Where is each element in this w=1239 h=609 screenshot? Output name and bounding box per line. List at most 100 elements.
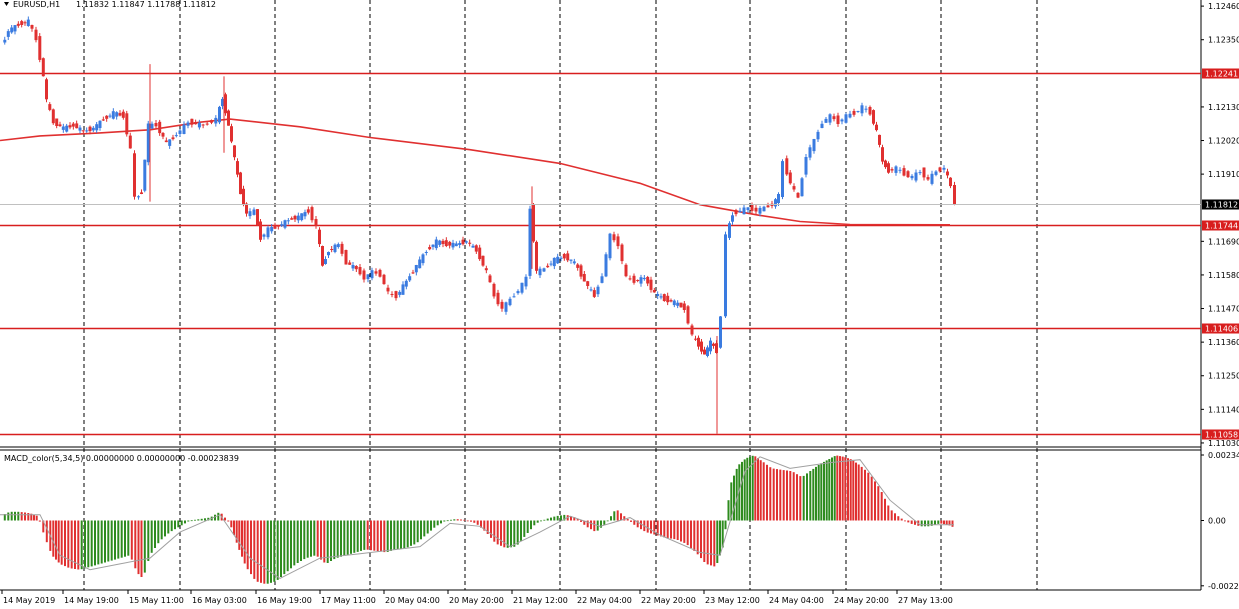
histogram-bar	[924, 520, 926, 527]
histogram-bar	[67, 520, 70, 568]
candle-body	[800, 178, 804, 197]
histogram-bar	[94, 520, 96, 566]
histogram-bar	[137, 520, 140, 575]
candle-body	[600, 276, 604, 283]
time-tick-label: 20 May 20:00	[449, 596, 504, 605]
candle-body	[248, 211, 252, 217]
histogram-bar	[104, 520, 106, 563]
chevron-down-icon[interactable]	[4, 2, 9, 6]
histogram-bar	[663, 520, 666, 538]
histogram-bar	[943, 520, 945, 525]
time-tick-label: 17 May 11:00	[321, 596, 376, 605]
candle-body	[488, 275, 492, 283]
histogram-bar	[353, 520, 356, 553]
histogram-bar	[403, 520, 406, 549]
histogram-bar	[423, 520, 426, 537]
candle-body	[746, 207, 750, 210]
histogram-bar	[296, 520, 299, 563]
candle-body	[38, 36, 42, 60]
candle-body	[190, 118, 194, 125]
candle-body	[694, 338, 697, 340]
histogram-bar	[857, 464, 860, 521]
candle-body	[418, 259, 422, 269]
histogram-bar	[306, 520, 309, 558]
histogram-bar	[77, 520, 80, 570]
candle-body	[428, 247, 432, 250]
histogram-bar	[815, 466, 817, 521]
macd-signal-line	[0, 456, 954, 579]
candle-body	[785, 158, 789, 175]
price-tick-label: 1.11580	[1208, 271, 1239, 280]
histogram-bar	[640, 520, 642, 530]
histogram-bar	[143, 520, 146, 573]
histogram-bar	[749, 456, 751, 521]
histogram-bar	[110, 520, 113, 561]
price-tick-label: 1.12460	[1208, 2, 1239, 11]
candle-body	[946, 171, 949, 176]
histogram-bar	[660, 520, 662, 537]
candle-body	[804, 157, 808, 175]
histogram-bar	[676, 520, 679, 540]
histogram-bar	[440, 520, 442, 524]
candle-body	[78, 127, 82, 131]
histogram-bar	[606, 520, 609, 522]
candle-body	[734, 210, 738, 215]
candle-body	[105, 115, 109, 119]
candle-body	[572, 261, 576, 264]
histogram-bar	[503, 520, 506, 548]
candle-body	[227, 110, 230, 126]
candle-body	[210, 120, 213, 123]
histogram-bar	[443, 520, 446, 522]
candle-body	[221, 98, 224, 107]
histogram-bar	[520, 520, 522, 541]
histogram-bar	[363, 520, 366, 550]
symbol-label: EURUSD,H1	[13, 0, 60, 9]
histogram-bar	[473, 520, 476, 523]
histogram-bar	[910, 520, 913, 524]
histogram-bar	[154, 520, 156, 548]
histogram-bar	[623, 516, 626, 521]
candle-body	[95, 124, 99, 131]
histogram-bar	[766, 464, 768, 521]
histogram-bar	[273, 520, 276, 582]
candle-body	[535, 241, 538, 271]
candle-body	[576, 264, 580, 268]
histogram-bar	[42, 520, 45, 533]
histogram-bar	[70, 520, 73, 569]
candle-body	[504, 302, 508, 312]
candle-body	[679, 302, 683, 308]
candle-body	[604, 254, 608, 277]
candle-body	[750, 204, 754, 211]
histogram-bar	[450, 519, 452, 521]
histogram-bar	[738, 464, 741, 521]
histogram-bar	[820, 463, 823, 521]
histogram-bar	[703, 520, 706, 562]
histogram-bar	[217, 512, 220, 521]
histogram-bar	[543, 519, 546, 521]
histogram-bar	[789, 471, 792, 521]
histogram-bar	[887, 505, 890, 521]
candle-body	[742, 207, 746, 215]
histogram-bar	[686, 520, 689, 546]
histogram-bar	[35, 515, 38, 521]
candle-body	[45, 79, 48, 100]
time-tick-label: 23 May 12:00	[705, 596, 760, 605]
horizontal-levels[interactable]	[0, 72, 1201, 436]
histogram-bar	[230, 520, 233, 528]
candle-body	[887, 163, 890, 173]
vertical-grid	[83, 0, 1038, 590]
candle-body	[330, 249, 334, 250]
price-tick-label: 1.11690	[1208, 237, 1239, 246]
candle-body	[370, 270, 374, 279]
candle-body	[669, 300, 673, 302]
histogram-bar	[360, 520, 362, 551]
candle-body	[58, 124, 62, 127]
histogram-bar	[14, 511, 16, 521]
histogram-bar	[194, 519, 196, 521]
candle-body	[549, 263, 553, 265]
candle-body	[168, 139, 172, 146]
candle-body	[438, 240, 442, 245]
histogram-bar	[376, 520, 379, 552]
histogram-bar	[266, 520, 269, 584]
